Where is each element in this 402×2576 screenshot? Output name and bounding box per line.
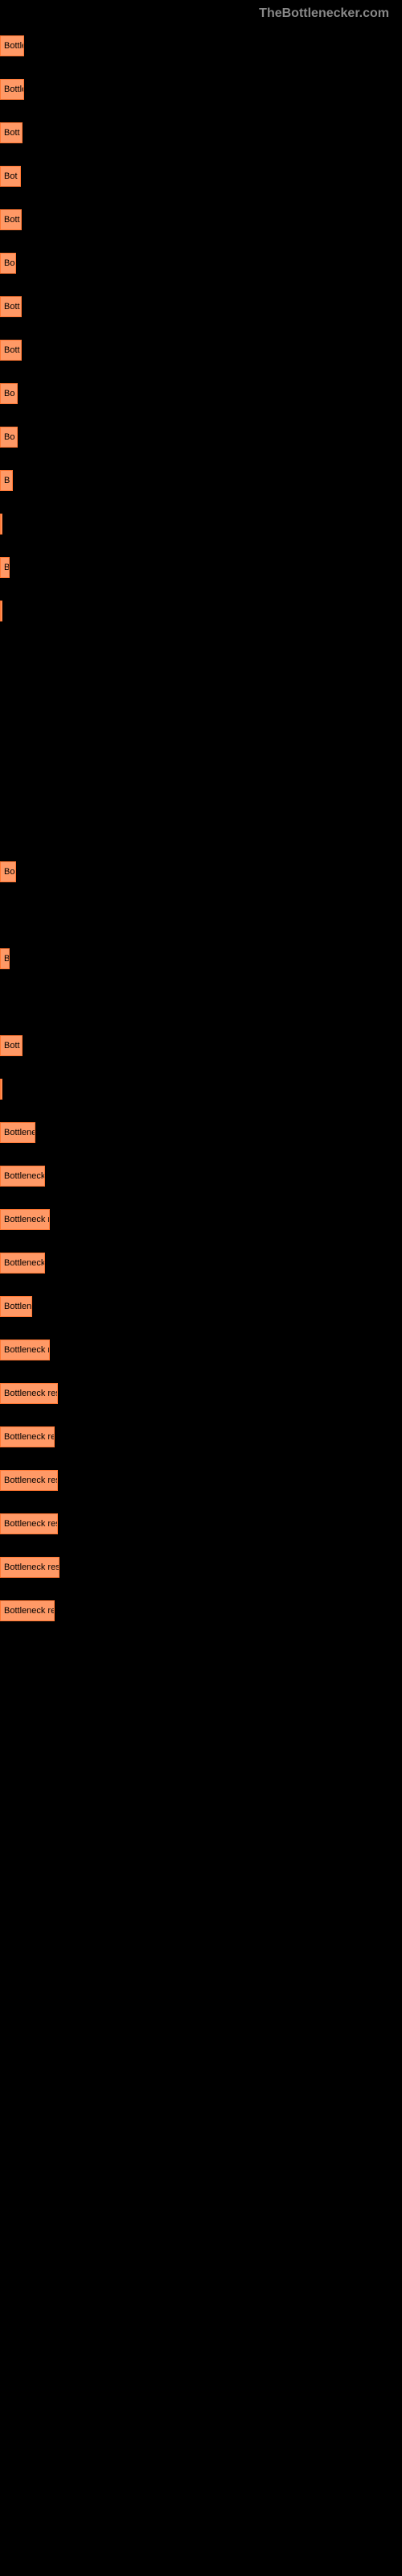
- bar-row: B: [0, 470, 402, 491]
- chart-bar: Bottle: [0, 35, 24, 56]
- bar-row: Bot: [0, 166, 402, 187]
- bar-row: Bo: [0, 383, 402, 404]
- bar-row: Bottleneck r: [0, 1340, 402, 1360]
- chart-bar: Bo: [0, 861, 16, 882]
- bar-row: [0, 644, 402, 665]
- bar-row: [0, 601, 402, 621]
- chart-bar: B: [0, 557, 10, 578]
- bar-row: Bott: [0, 340, 402, 361]
- chart-bar: Bottle: [0, 79, 24, 100]
- chart-bar: Bottleneck res: [0, 1470, 58, 1491]
- chart-bar: Bottleneck: [0, 1166, 45, 1187]
- chart-bar: [0, 1079, 2, 1100]
- chart-bar: Bottlen: [0, 1296, 32, 1317]
- chart-bar: Bottleneck r: [0, 1340, 50, 1360]
- chart-bar: Bottleneck re: [0, 1426, 55, 1447]
- chart-bar: Bottleneck res: [0, 1513, 58, 1534]
- bar-row: Bottlen: [0, 1296, 402, 1317]
- bar-row: [0, 992, 402, 1013]
- bar-row: [0, 1079, 402, 1100]
- bar-row: Bo: [0, 861, 402, 882]
- chart-bar: Bo: [0, 383, 18, 404]
- chart-bar: Bo: [0, 253, 16, 274]
- header-title: TheBottlenecker.com: [0, 0, 402, 27]
- chart-bar: Bottleneck res: [0, 1557, 59, 1578]
- bar-row: Bottleneck res: [0, 1383, 402, 1404]
- bar-row: [0, 905, 402, 926]
- chart-bar: Bot: [0, 166, 21, 187]
- bar-row: [0, 687, 402, 708]
- bar-row: Bottle: [0, 35, 402, 56]
- bar-row: Bott: [0, 1035, 402, 1056]
- chart-bar: Bottleneck re: [0, 1600, 55, 1621]
- chart-bar: Bottlene: [0, 1122, 35, 1143]
- bar-row: Bottle: [0, 79, 402, 100]
- chart-bar: B: [0, 470, 13, 491]
- bar-row: Bottleneck: [0, 1166, 402, 1187]
- chart-bar: Bott: [0, 1035, 23, 1056]
- bar-row: B: [0, 948, 402, 969]
- bar-row: Bott: [0, 209, 402, 230]
- bar-row: Bo: [0, 427, 402, 448]
- bar-row: Bottleneck res: [0, 1557, 402, 1578]
- chart-bar: Bott: [0, 122, 23, 143]
- bar-row: Bottleneck re: [0, 1426, 402, 1447]
- bar-row: Bottlene: [0, 1122, 402, 1143]
- bar-row: [0, 731, 402, 752]
- bar-row: Bott: [0, 296, 402, 317]
- chart-bar: [0, 514, 2, 535]
- bar-row: Bottleneck: [0, 1253, 402, 1274]
- bar-row: [0, 818, 402, 839]
- bar-row: Bott: [0, 122, 402, 143]
- chart-bar: Bo: [0, 427, 18, 448]
- bar-row: Bottleneck res: [0, 1513, 402, 1534]
- chart-bar: Bott: [0, 209, 22, 230]
- bar-chart: Bottle Bottle Bott Bot Bott Bo Bott Bott Bo Bo B B B…: [0, 27, 402, 1652]
- chart-bar: Bottleneck res: [0, 1383, 58, 1404]
- bar-row: Bottleneck r: [0, 1209, 402, 1230]
- bar-row: [0, 774, 402, 795]
- chart-bar: Bottleneck r: [0, 1209, 50, 1230]
- chart-bar: Bottleneck: [0, 1253, 45, 1274]
- chart-bar: Bott: [0, 296, 22, 317]
- bar-row: [0, 514, 402, 535]
- bar-row: Bottleneck re: [0, 1600, 402, 1621]
- chart-bar: [0, 601, 2, 621]
- chart-bar: B: [0, 948, 10, 969]
- chart-bar: Bott: [0, 340, 22, 361]
- bar-row: B: [0, 557, 402, 578]
- bar-row: Bottleneck res: [0, 1470, 402, 1491]
- bar-row: Bo: [0, 253, 402, 274]
